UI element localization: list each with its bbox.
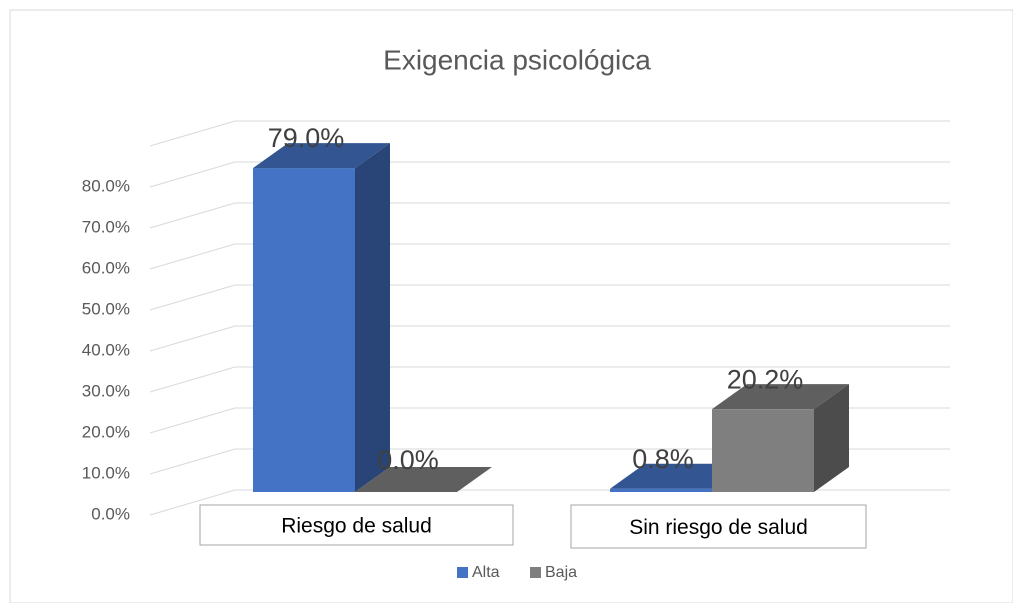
bar-side: [814, 384, 849, 492]
y-tick-label: 60.0%: [82, 258, 130, 277]
grid-line: [149, 366, 236, 393]
grid-line: [149, 325, 236, 352]
grid-line: [149, 161, 236, 188]
value-label: 20.2%: [727, 364, 804, 394]
x-tick-label: Riesgo de salud: [281, 515, 432, 538]
y-tick-label: 20.0%: [82, 422, 130, 441]
x-tick-label: Sin riesgo de salud: [629, 516, 808, 539]
legend-swatch: [457, 567, 468, 578]
chart-frame: [9, 9, 1013, 603]
y-tick-label: 30.0%: [82, 381, 130, 400]
grid-line: [149, 448, 236, 475]
y-tick-label: 10.0%: [82, 463, 130, 482]
grid-line: [149, 407, 236, 434]
bar-top: [253, 143, 390, 169]
value-label: 79.0%: [268, 123, 345, 153]
category-box: [570, 504, 867, 549]
grid-line: [149, 243, 236, 270]
y-tick-label: 0.0%: [91, 504, 130, 523]
y-tick-label: 80.0%: [82, 176, 130, 195]
bar-front: [253, 168, 355, 492]
bar: [253, 143, 390, 492]
bar: [355, 467, 492, 492]
grid-line: [149, 202, 236, 229]
bar-front: [712, 409, 814, 492]
grid-line: [149, 284, 236, 311]
category-box: [199, 504, 514, 546]
y-tick-label: 70.0%: [82, 217, 130, 236]
chart-title: Exigencia psicológica: [383, 44, 651, 75]
y-tick-label: 40.0%: [82, 340, 130, 359]
value-label: 0.0%: [377, 445, 439, 475]
legend-label: Baja: [545, 564, 577, 581]
bar-top: [712, 384, 849, 410]
legend-label: Alta: [472, 564, 500, 581]
y-tick-label: 50.0%: [82, 299, 130, 318]
bar: [712, 384, 849, 492]
legend-swatch: [530, 567, 541, 578]
bar-top: [355, 467, 492, 492]
bar-side: [355, 143, 390, 492]
bar-front: [610, 488, 712, 492]
wall-edge: [149, 120, 236, 147]
grid-line: [149, 489, 236, 516]
value-label: 0.8%: [632, 444, 694, 474]
